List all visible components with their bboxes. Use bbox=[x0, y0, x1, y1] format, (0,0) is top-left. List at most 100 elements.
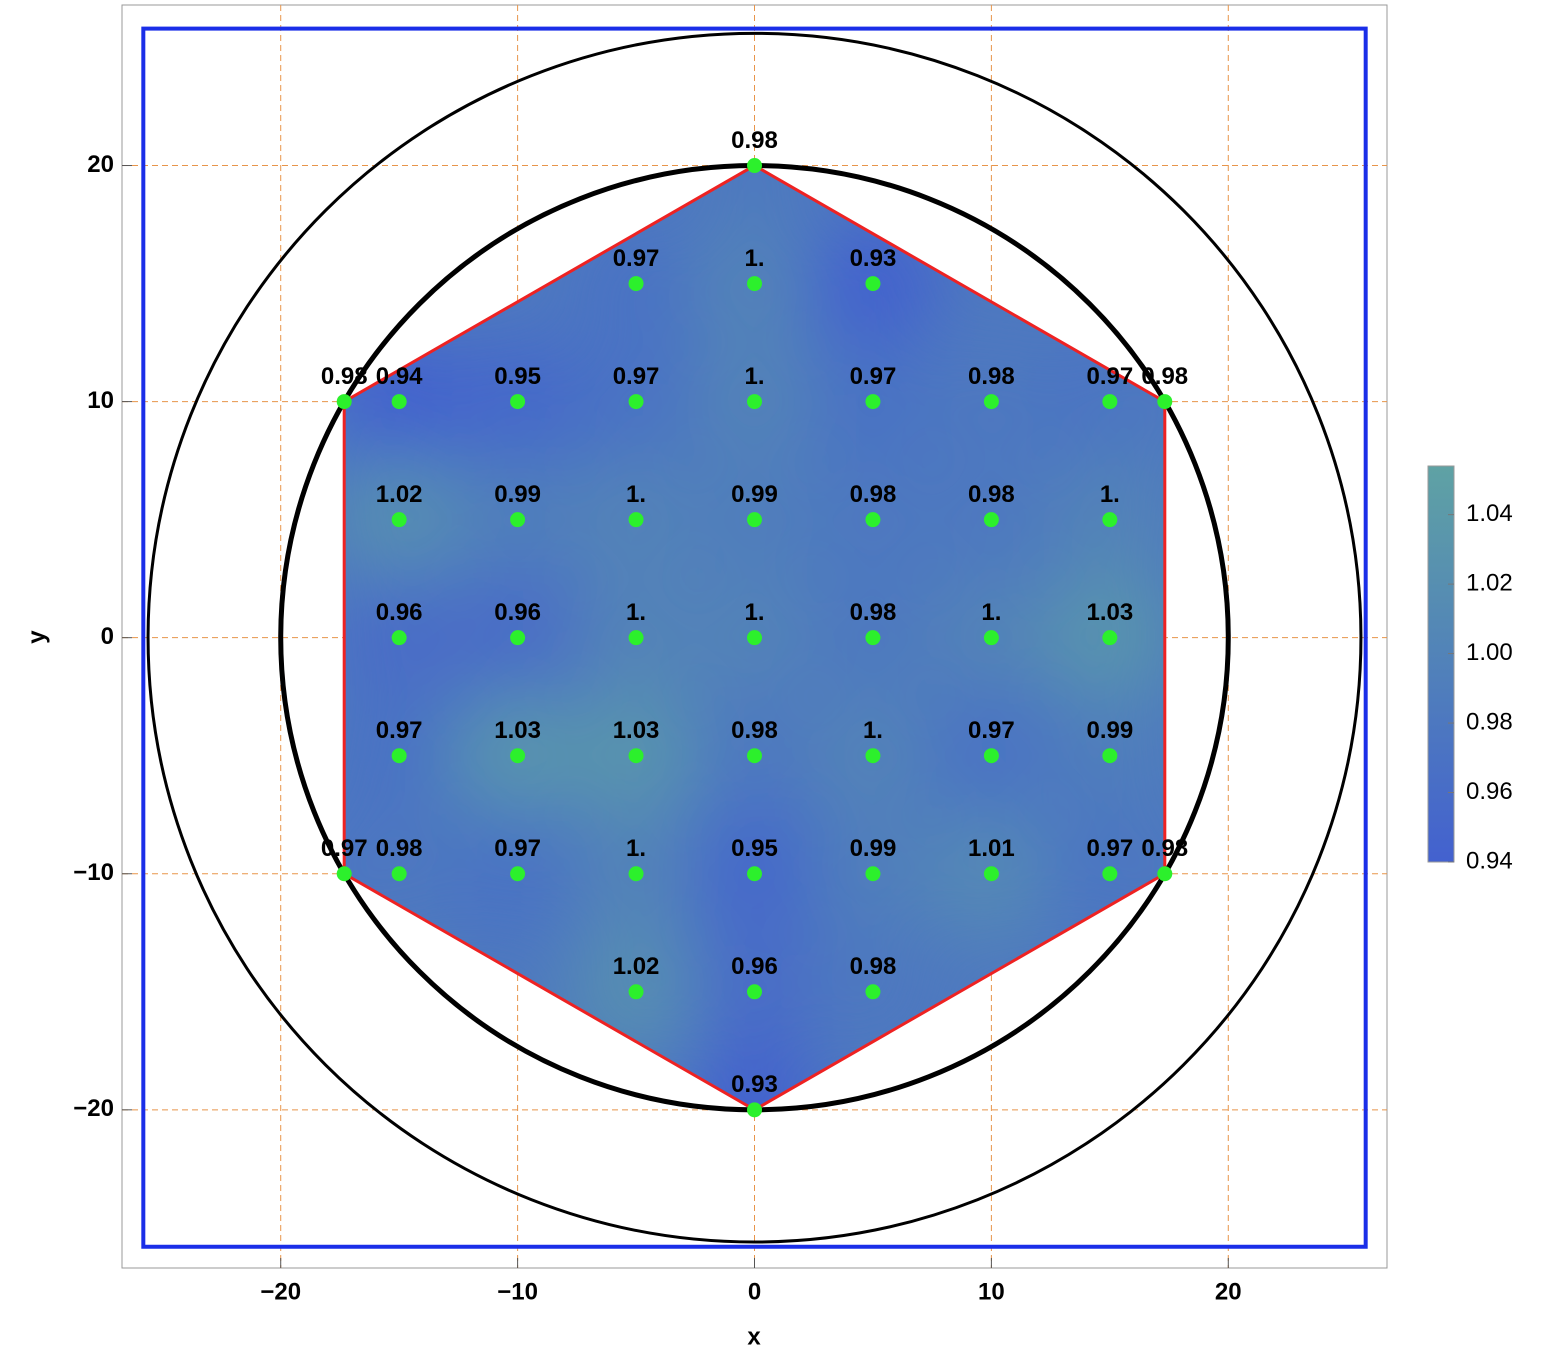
density-patch bbox=[688, 165, 821, 232]
point bbox=[1102, 748, 1118, 764]
value-label: 0.95 bbox=[731, 835, 778, 862]
value-label: 0.97 bbox=[613, 363, 660, 390]
value-label: 0.97 bbox=[376, 717, 423, 744]
colorbar-tick-label: 0.96 bbox=[1466, 778, 1513, 805]
point bbox=[628, 276, 644, 292]
point bbox=[747, 158, 762, 174]
value-label: 0.98 bbox=[850, 481, 897, 508]
value-label: 0.98 bbox=[850, 599, 897, 626]
value-label: 0.97 bbox=[1086, 363, 1133, 390]
y-tick-label: 0 bbox=[101, 623, 114, 650]
y-tick-label: −20 bbox=[73, 1095, 114, 1122]
point bbox=[1102, 512, 1118, 528]
point bbox=[865, 394, 881, 410]
value-label: 0.98 bbox=[1141, 363, 1188, 390]
point bbox=[747, 394, 762, 410]
value-label: 0.99 bbox=[850, 835, 897, 862]
colorbar-tick-label: 0.94 bbox=[1466, 847, 1513, 874]
value-label: 0.97 bbox=[494, 835, 541, 862]
point bbox=[628, 630, 644, 646]
value-label: 0.98 bbox=[321, 363, 368, 390]
x-tick-label: −20 bbox=[260, 1278, 301, 1305]
x-tick-label: 0 bbox=[748, 1278, 761, 1305]
x-tick-label: −10 bbox=[497, 1278, 538, 1305]
x-tick-label: 10 bbox=[978, 1278, 1005, 1305]
point bbox=[336, 394, 352, 410]
point bbox=[391, 748, 407, 764]
value-label: 1. bbox=[981, 599, 1001, 626]
value-label: 1.03 bbox=[1086, 599, 1133, 626]
point bbox=[628, 512, 644, 528]
point bbox=[865, 866, 881, 882]
value-label: 1.03 bbox=[613, 717, 660, 744]
value-label: 1.02 bbox=[613, 953, 660, 980]
point bbox=[747, 512, 762, 528]
value-label: 0.93 bbox=[731, 1071, 778, 1098]
value-label: 0.97 bbox=[850, 363, 897, 390]
point bbox=[628, 866, 644, 882]
point bbox=[1157, 866, 1173, 882]
value-label: 1. bbox=[626, 599, 646, 626]
value-label: 0.97 bbox=[1086, 835, 1133, 862]
point bbox=[1102, 630, 1118, 646]
point bbox=[983, 512, 999, 528]
value-label: 0.98 bbox=[968, 363, 1015, 390]
y-tick-label: −10 bbox=[73, 859, 114, 886]
value-label: 0.98 bbox=[376, 835, 423, 862]
point bbox=[510, 512, 526, 528]
point bbox=[983, 394, 999, 410]
point bbox=[865, 984, 881, 1000]
colorbar-tick-label: 1.00 bbox=[1466, 639, 1513, 666]
value-label: 0.97 bbox=[613, 245, 660, 272]
value-label: 0.96 bbox=[376, 599, 423, 626]
value-label: 0.96 bbox=[494, 599, 541, 626]
x-axis-label: x bbox=[747, 1323, 761, 1350]
point bbox=[983, 748, 999, 764]
value-label: 1. bbox=[863, 717, 883, 744]
value-label: 0.97 bbox=[968, 717, 1015, 744]
value-label: 1. bbox=[626, 835, 646, 862]
point bbox=[865, 512, 881, 528]
point bbox=[747, 630, 762, 646]
value-label: 0.93 bbox=[850, 245, 897, 272]
point bbox=[628, 394, 644, 410]
value-label: 0.98 bbox=[968, 481, 1015, 508]
square bbox=[141, 26, 1368, 1249]
point bbox=[747, 276, 762, 292]
value-label: 1. bbox=[744, 599, 764, 626]
value-label: 1.01 bbox=[968, 835, 1015, 862]
value-label: 0.95 bbox=[494, 363, 541, 390]
point bbox=[510, 866, 526, 882]
point bbox=[391, 394, 407, 410]
point bbox=[747, 1102, 762, 1118]
value-label: 0.99 bbox=[1086, 717, 1133, 744]
point bbox=[747, 748, 762, 764]
colorbar-tick-label: 1.02 bbox=[1466, 569, 1513, 596]
value-label: 0.99 bbox=[494, 481, 541, 508]
value-label: 1. bbox=[744, 363, 764, 390]
x-tick-label: 20 bbox=[1215, 1278, 1242, 1305]
point bbox=[1102, 866, 1118, 882]
point bbox=[510, 748, 526, 764]
value-label: 1.02 bbox=[376, 481, 423, 508]
point bbox=[865, 748, 881, 764]
point bbox=[510, 630, 526, 646]
point bbox=[391, 866, 407, 882]
value-label: 0.96 bbox=[731, 953, 778, 980]
point bbox=[983, 630, 999, 646]
point bbox=[865, 276, 881, 292]
colorbar-tick-label: 1.04 bbox=[1466, 500, 1513, 527]
y-tick-label: 10 bbox=[87, 387, 114, 414]
point bbox=[628, 984, 644, 1000]
value-label: 1. bbox=[1100, 481, 1120, 508]
point bbox=[628, 748, 644, 764]
colorbar-tick-label: 0.98 bbox=[1466, 708, 1513, 735]
point bbox=[747, 984, 762, 1000]
value-label: 0.98 bbox=[731, 127, 778, 154]
value-label: 0.99 bbox=[731, 481, 778, 508]
value-label: 1. bbox=[626, 481, 646, 508]
circle bbox=[146, 31, 1363, 1244]
value-label: 0.98 bbox=[731, 717, 778, 744]
point bbox=[391, 512, 407, 528]
